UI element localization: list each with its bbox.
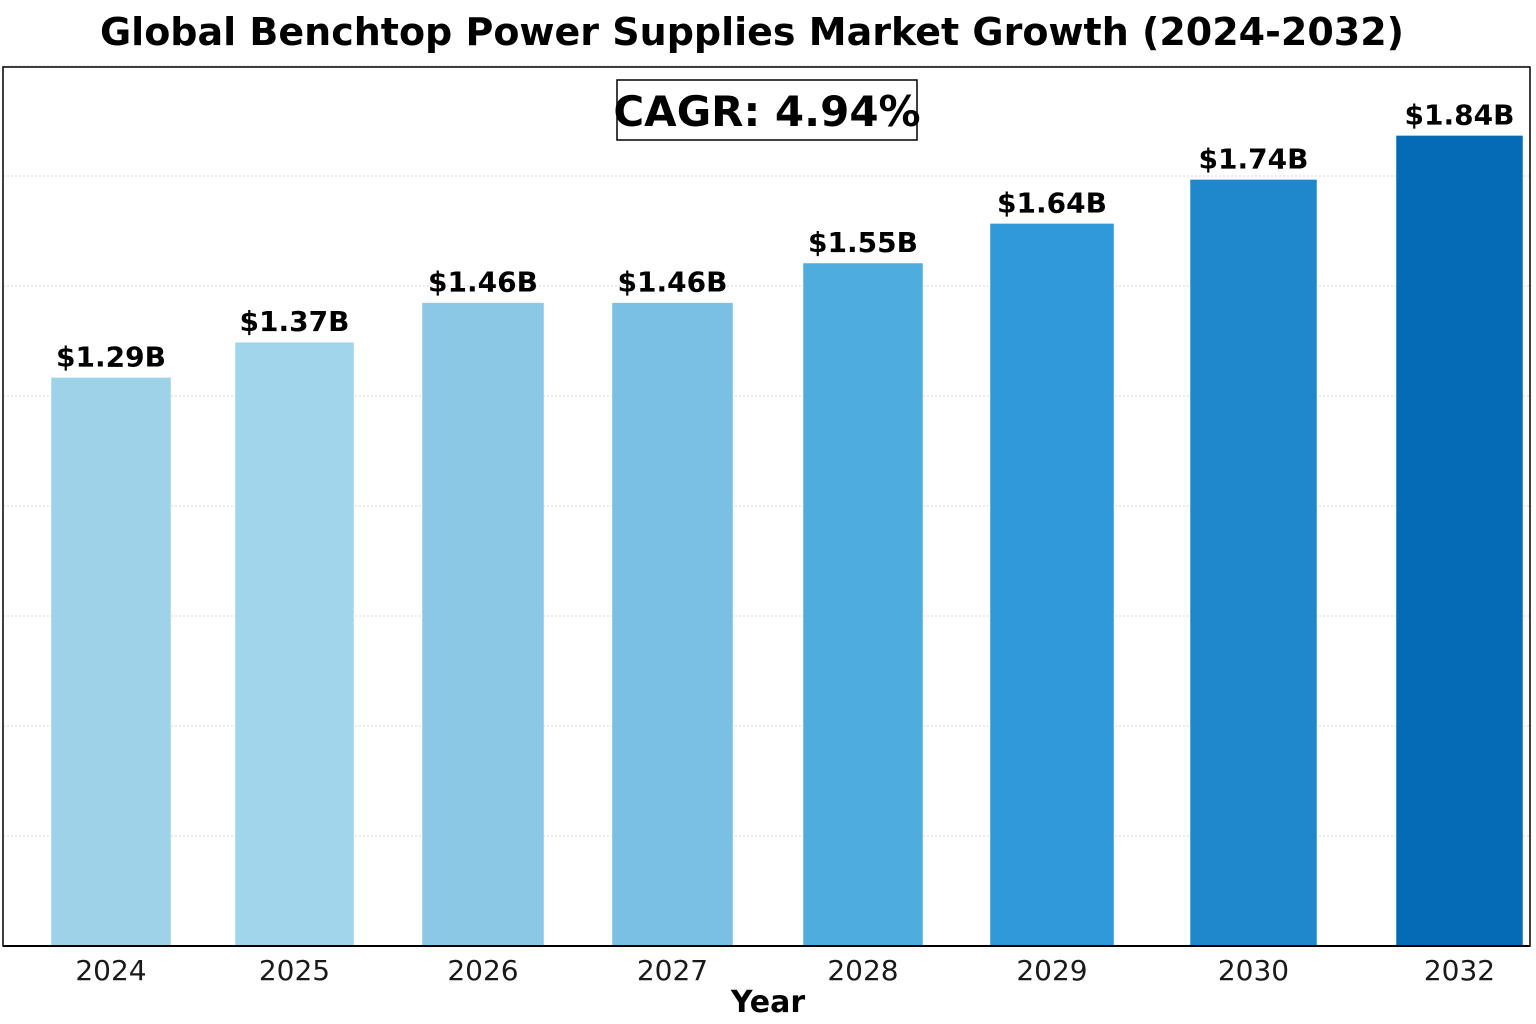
cagr-label: CAGR: 4.94% — [613, 87, 920, 136]
value-label-2030: $1.74B — [1199, 142, 1309, 175]
x-tick-2025: 2025 — [259, 954, 330, 987]
value-label-2027: $1.46B — [618, 266, 728, 299]
bar-2029 — [990, 223, 1114, 947]
value-label-2024: $1.29B — [56, 340, 166, 373]
value-label-2025: $1.37B — [240, 305, 350, 338]
chart-title: Global Benchtop Power Supplies Market Gr… — [100, 10, 1404, 54]
value-label-2026: $1.46B — [428, 266, 538, 299]
value-label-2028: $1.55B — [808, 226, 918, 259]
cagr-box — [616, 79, 918, 141]
cagr-annotation: CAGR: 4.94% — [613, 79, 921, 141]
bar-2026 — [422, 302, 544, 947]
x-tick-2024: 2024 — [75, 954, 146, 987]
x-tick-labels: 2024 2025 2026 2027 2028 2029 2030 2032 — [75, 954, 1495, 987]
value-labels: $1.29B $1.37B $1.46B $1.46B $1.55B $1.64B $1.7… — [56, 98, 1514, 373]
bar-2028 — [803, 263, 923, 947]
x-tick-2029: 2029 — [1016, 954, 1087, 987]
bar-2032 — [1396, 135, 1523, 947]
bar-2024 — [51, 377, 171, 947]
x-tick-2032: 2032 — [1424, 954, 1495, 987]
x-tick-2026: 2026 — [447, 954, 518, 987]
bar-2030 — [1190, 179, 1317, 947]
bars — [51, 135, 1523, 947]
value-label-2029: $1.64B — [997, 186, 1107, 219]
x-tick-2028: 2028 — [827, 954, 898, 987]
x-tick-2030: 2030 — [1218, 954, 1289, 987]
x-tick-2027: 2027 — [637, 954, 708, 987]
value-label-2032: $1.84B — [1405, 98, 1515, 131]
bar-2027 — [612, 302, 733, 947]
x-axis-title: Year — [730, 985, 806, 1020]
bar-2025 — [235, 342, 354, 947]
